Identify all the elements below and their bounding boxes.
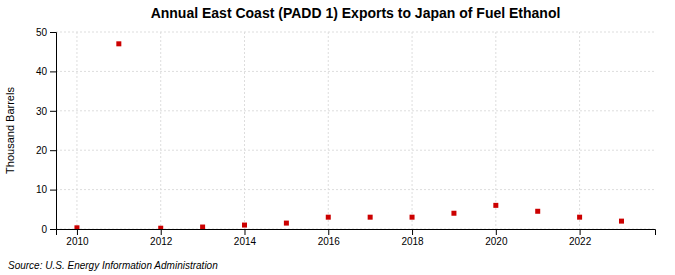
points — [74, 41, 624, 229]
tick-label: 2012 — [150, 236, 173, 247]
point — [74, 225, 79, 229]
tick-mark — [50, 71, 56, 72]
point — [368, 215, 373, 220]
tick: 20 — [36, 145, 56, 156]
tick: 2016 — [318, 229, 341, 247]
point — [158, 226, 163, 229]
point — [200, 225, 205, 229]
tick-mark — [50, 229, 56, 230]
point — [410, 215, 415, 220]
annotation: Source: U.S. Energy Information Administ… — [8, 260, 218, 271]
point — [577, 215, 582, 220]
tick-label: 10 — [36, 184, 48, 195]
tick-mark — [50, 150, 56, 151]
tick-mark — [328, 229, 329, 235]
point — [451, 211, 456, 216]
grid-line-y — [56, 189, 655, 190]
tick-mark — [412, 229, 413, 235]
point — [493, 203, 498, 208]
grid-line-x — [76, 32, 77, 229]
tick-mark — [77, 229, 78, 235]
tick-label: 50 — [36, 27, 48, 38]
y-axis-label: Thousand Barrels — [4, 87, 16, 174]
tick: 2012 — [150, 229, 173, 247]
tick-label: 2010 — [66, 236, 89, 247]
point — [116, 41, 121, 46]
tick: 30 — [36, 106, 56, 117]
tick-label: 30 — [36, 106, 48, 117]
point — [242, 223, 247, 228]
tick-label: 2018 — [401, 236, 424, 247]
tick-label: 2016 — [318, 236, 341, 247]
axis-line — [50, 33, 57, 230]
tick-mark — [50, 111, 56, 112]
title: Annual East Coast (PADD 1) Exports to Ja… — [151, 5, 561, 21]
tick-label: 0 — [41, 224, 47, 235]
point — [619, 219, 624, 224]
plot: 2010 2012 2014 2016 2018 2020 2022 0 10 20 30 40 50 — [36, 27, 656, 247]
tick: 2010 — [66, 229, 89, 247]
point — [284, 221, 289, 226]
tick-mark — [244, 229, 245, 235]
grid — [56, 32, 655, 229]
tick-mark — [50, 190, 56, 191]
grid-line-x — [495, 32, 496, 229]
y-axis: 0 10 20 30 40 50 — [36, 27, 57, 235]
point — [326, 215, 331, 220]
tick: 2020 — [485, 229, 508, 247]
grid-line-x — [160, 32, 161, 229]
tick-mark — [580, 229, 581, 235]
grid-line-x — [328, 32, 329, 229]
tick: 50 — [36, 27, 56, 38]
tick: 2014 — [234, 229, 257, 247]
tick-mark — [50, 32, 56, 33]
tick-label: 20 — [36, 145, 48, 156]
point — [535, 209, 540, 214]
tick-label: 2022 — [569, 236, 592, 247]
chart: 2010 2012 2014 2016 2018 2020 2022 0 10 20 30 40 50 A… — [0, 0, 675, 275]
tick: 2018 — [401, 229, 424, 247]
tick: 0 — [41, 224, 56, 235]
tick-mark — [161, 229, 162, 235]
grid-line-x — [244, 32, 245, 229]
grid-line-y — [56, 150, 655, 151]
grid-line-x — [412, 32, 413, 229]
grid-line-x — [579, 32, 580, 229]
tick: 10 — [36, 184, 56, 195]
grid-line-y — [56, 71, 655, 72]
x-axis: 2010 2012 2014 2016 2018 2020 2022 — [57, 229, 656, 247]
tick: 2022 — [569, 229, 592, 247]
tick: 40 — [36, 66, 56, 77]
tick-label: 40 — [36, 66, 48, 77]
tick-label: 2020 — [485, 236, 508, 247]
tick-label: 2014 — [234, 236, 257, 247]
axis-line — [57, 230, 656, 236]
tick-mark — [496, 229, 497, 235]
grid-line-y — [56, 110, 655, 111]
grid-line-y — [56, 32, 655, 33]
